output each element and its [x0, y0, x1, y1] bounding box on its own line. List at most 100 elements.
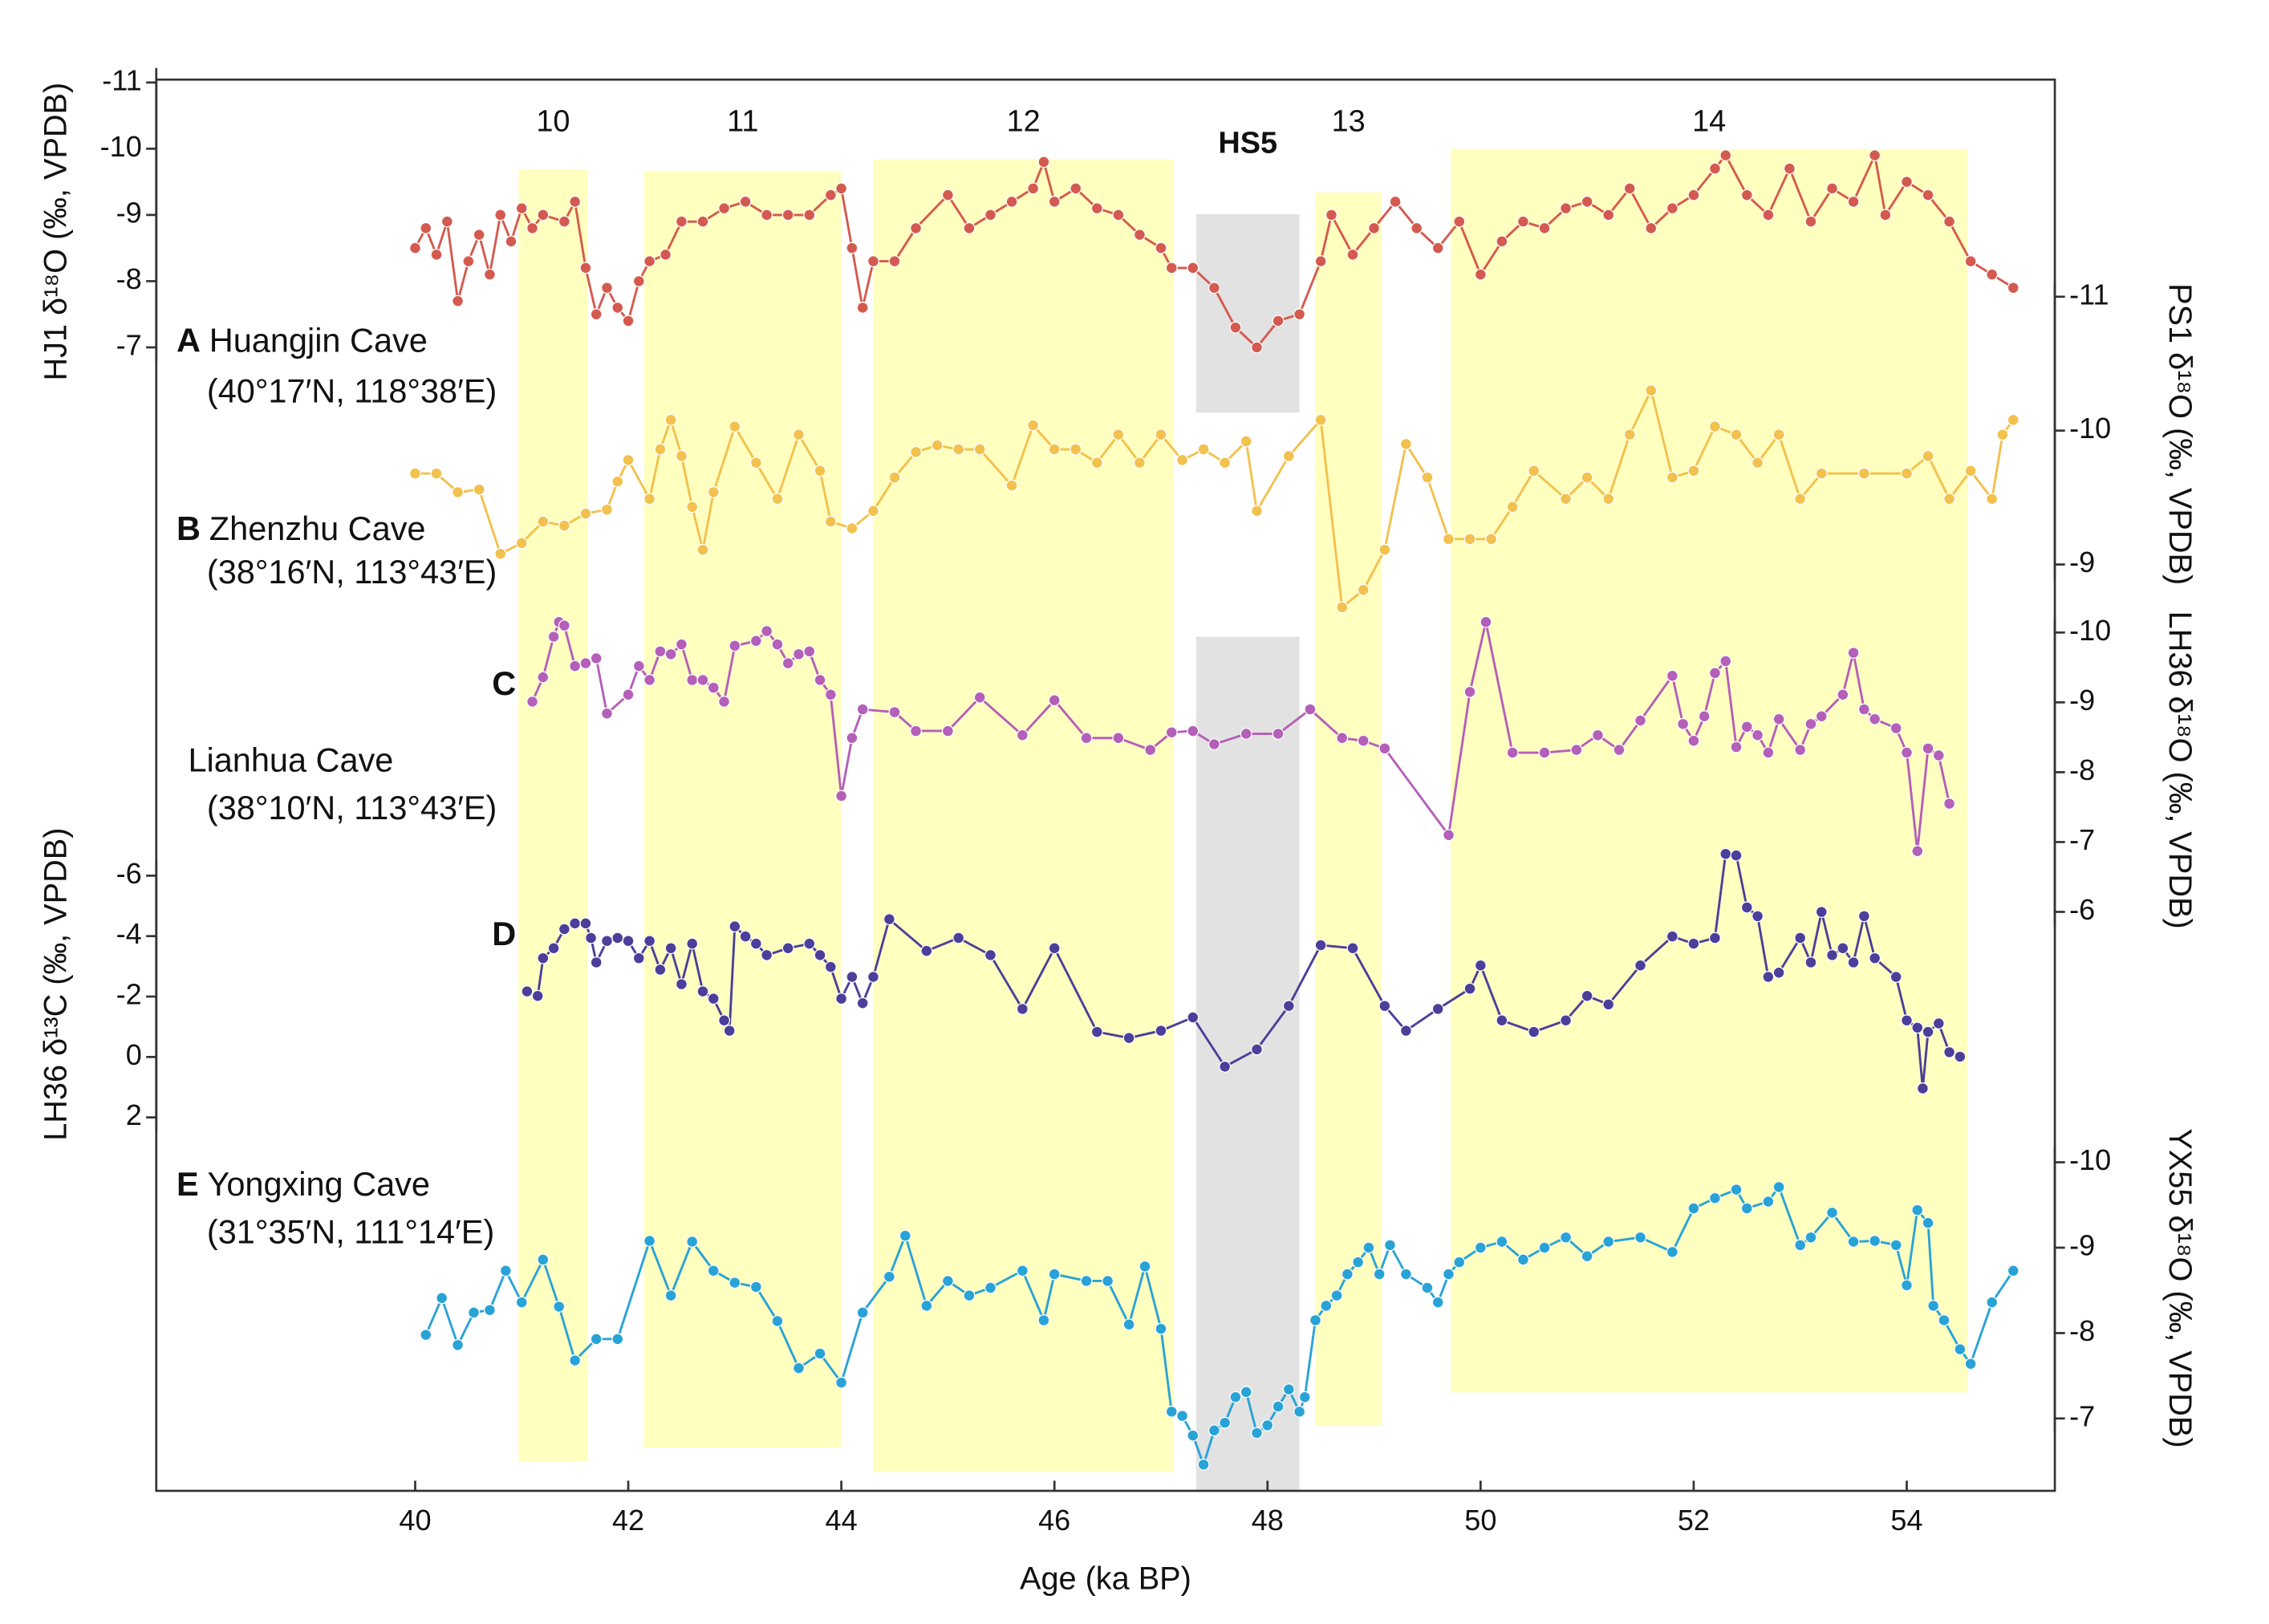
data-point	[910, 445, 923, 458]
band	[643, 170, 842, 1447]
data-point	[1922, 189, 1934, 201]
data-point	[1687, 465, 1700, 477]
data-point	[1869, 713, 1881, 725]
data-point	[675, 449, 688, 462]
data-point	[643, 493, 656, 505]
data-point	[1411, 221, 1423, 234]
data-point	[1560, 202, 1573, 215]
data-point	[1037, 156, 1050, 168]
data-point	[729, 420, 741, 433]
data-point	[824, 688, 837, 701]
data-point	[835, 790, 848, 802]
y-tick-label: -10	[2069, 1143, 2111, 1176]
data-point	[1155, 1322, 1167, 1335]
data-point	[910, 725, 923, 737]
data-point	[1016, 729, 1029, 741]
y-tick-label: -11	[2069, 278, 2109, 311]
data-point	[611, 475, 624, 488]
data-point	[696, 985, 709, 998]
data-point	[1847, 647, 1860, 660]
data-point	[1080, 1275, 1093, 1287]
y-tick-label: -10	[100, 130, 142, 163]
data-point	[622, 688, 635, 701]
data-point	[1857, 467, 1870, 480]
data-point	[526, 695, 539, 708]
data-point	[1602, 1236, 1615, 1248]
x-tick-label: 52	[1678, 1504, 1710, 1537]
data-point	[1528, 465, 1540, 477]
data-point	[718, 202, 731, 215]
data-point	[899, 1229, 911, 1242]
y-tick-label: -9	[116, 196, 142, 229]
data-point	[846, 522, 858, 534]
data-point	[1730, 849, 1743, 862]
band-label: 10	[536, 104, 570, 138]
data-point	[420, 221, 432, 234]
data-point	[1847, 1236, 1860, 1248]
data-point	[803, 937, 816, 950]
data-point	[505, 235, 518, 248]
data-point	[1261, 1419, 1274, 1431]
data-point	[1272, 728, 1285, 741]
data-point	[1298, 1391, 1311, 1403]
data-point	[1496, 1014, 1508, 1027]
data-point	[1762, 209, 1775, 221]
data-point	[420, 1329, 432, 1342]
data-point	[1048, 195, 1061, 208]
data-point	[814, 674, 826, 686]
data-point	[941, 725, 954, 737]
data-point	[1229, 1391, 1242, 1403]
panel-letter: D	[492, 915, 516, 952]
data-point	[430, 467, 443, 480]
data-point	[1772, 966, 1785, 979]
data-point	[1804, 215, 1817, 228]
data-point	[1090, 457, 1103, 469]
data-point	[1666, 471, 1678, 484]
data-point	[1826, 182, 1839, 195]
data-point	[761, 948, 773, 961]
data-point	[515, 1296, 528, 1309]
data-point	[867, 971, 879, 984]
data-point	[611, 301, 624, 314]
data-point	[1666, 930, 1678, 943]
data-point	[1112, 732, 1125, 745]
data-point	[1927, 1299, 1940, 1312]
data-point	[1794, 493, 1807, 505]
data-point	[1362, 1241, 1375, 1254]
data-point	[1187, 1011, 1199, 1024]
data-point	[558, 619, 570, 632]
data-point	[952, 443, 965, 456]
data-point	[729, 639, 741, 652]
data-point	[1399, 1025, 1412, 1037]
band-label: HS5	[1218, 126, 1277, 160]
data-point	[1463, 533, 1476, 546]
data-point	[1602, 998, 1615, 1011]
data-point	[856, 997, 869, 1009]
data-point	[579, 262, 592, 274]
data-point	[526, 221, 539, 234]
y-tick-label: -4	[116, 917, 142, 950]
data-point	[468, 1306, 480, 1319]
data-point	[664, 648, 677, 660]
data-point	[1847, 956, 1860, 968]
data-point	[452, 294, 465, 307]
data-point	[664, 1289, 677, 1302]
band	[1195, 636, 1300, 1492]
data-point	[749, 937, 762, 950]
data-point	[1922, 1216, 1934, 1229]
data-point	[1155, 1025, 1167, 1037]
data-point	[1740, 721, 1753, 733]
data-point	[824, 960, 837, 973]
data-point	[515, 537, 528, 550]
y-tick-label: -9	[2069, 684, 2095, 717]
band	[518, 169, 588, 1462]
data-point	[1346, 942, 1359, 955]
data-point	[1889, 971, 1902, 984]
data-point	[1938, 1313, 1950, 1326]
data-point	[1443, 829, 1455, 842]
data-point	[1623, 428, 1636, 441]
data-point	[1889, 722, 1902, 735]
data-point	[579, 507, 592, 520]
data-point	[1399, 437, 1412, 450]
